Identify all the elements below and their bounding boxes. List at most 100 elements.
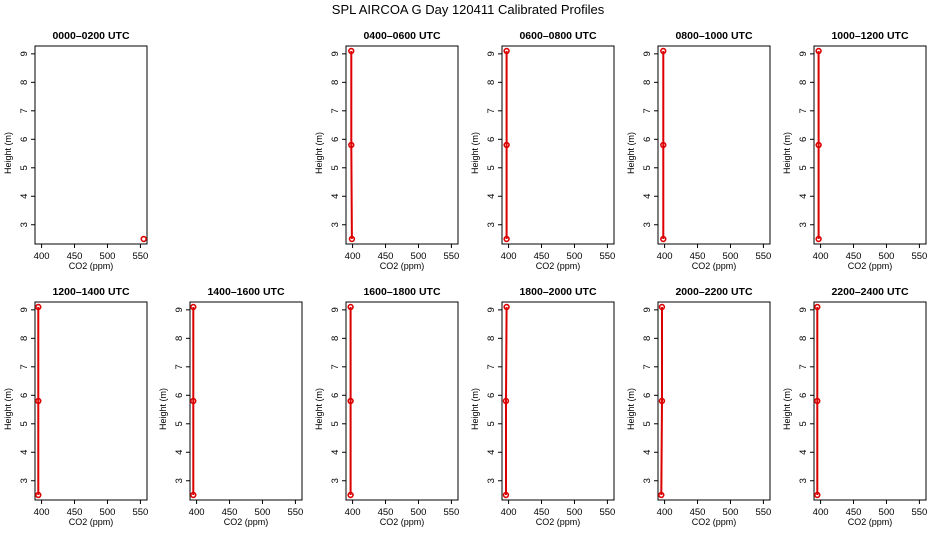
y-tick-label: 6 <box>798 137 809 142</box>
data-point <box>815 47 822 55</box>
x-tick-label: 450 <box>846 251 862 262</box>
y-tick-label: 7 <box>174 364 185 369</box>
y-tick-label: 3 <box>642 222 653 227</box>
y-tick-label: 4 <box>486 450 497 455</box>
y-tick-label: 7 <box>642 108 653 113</box>
y-tick-label: 6 <box>486 393 497 398</box>
chart-panel: 1800–2000 UTC 400 450 500 550 3 4 5 6 7 8 9 CO2 (ppm… <box>470 286 615 527</box>
plot-frame <box>345 301 459 501</box>
chart-panel: 1000–1200 UTC 400 450 500 550 3 4 5 6 7 8 9 CO2 (ppm… <box>782 30 927 271</box>
x-tick-label: 550 <box>599 507 615 518</box>
y-tick-label: 4 <box>486 194 497 199</box>
y-tick-label: 9 <box>174 307 185 312</box>
y-tick-label: 4 <box>642 450 653 455</box>
plot-frame <box>813 45 927 245</box>
chart-panel: 2200–2400 UTC 400 450 500 550 3 4 5 6 7 8 9 CO2 (ppm… <box>782 286 927 527</box>
y-tick-label: 9 <box>642 307 653 312</box>
x-tick-label: 500 <box>879 507 895 518</box>
y-tick-label: 5 <box>19 165 30 170</box>
y-tick-label: 6 <box>19 393 30 398</box>
plot-frame <box>189 301 303 501</box>
y-tick-label: 6 <box>798 393 809 398</box>
data-point <box>815 141 822 149</box>
data-point <box>658 303 666 311</box>
data-point <box>814 397 821 405</box>
y-tick-label: 5 <box>642 165 653 170</box>
x-tick-label: 400 <box>813 251 829 262</box>
x-tick-label: 550 <box>911 251 927 262</box>
y-tick-label: 3 <box>330 222 341 227</box>
data-point <box>814 303 821 311</box>
x-tick-label: 550 <box>132 507 148 518</box>
x-tick-label: 450 <box>690 507 706 518</box>
x-tick-label: 550 <box>287 507 303 518</box>
y-tick-label: 9 <box>486 307 497 312</box>
plot-frame <box>34 301 148 501</box>
data-point <box>190 303 197 311</box>
y-axis-label: Height (m) <box>626 132 636 174</box>
y-axis-label: Height (m) <box>3 132 13 174</box>
x-tick-label: 500 <box>567 507 583 518</box>
plot-frame <box>813 301 927 501</box>
data-point <box>815 235 822 243</box>
y-tick-label: 9 <box>330 51 341 56</box>
data-point <box>503 235 510 243</box>
y-tick-label: 7 <box>486 364 497 369</box>
panel-title: 0800–1000 UTC <box>675 30 752 42</box>
data-point <box>503 141 510 149</box>
y-tick-label: 8 <box>330 336 341 341</box>
x-tick-label: 450 <box>690 251 706 262</box>
data-point <box>347 491 354 499</box>
x-tick-label: 400 <box>501 507 517 518</box>
x-axis-label: CO2 (ppm) <box>692 261 737 271</box>
plot-frame <box>657 45 771 245</box>
y-tick-label: 7 <box>19 364 30 369</box>
panels: 0000–0200 UTC 400 450 500 550 3 4 5 6 7 8 9 CO2 (ppm… <box>3 30 927 527</box>
y-tick-label: 8 <box>19 336 30 341</box>
y-axis-label: Height (m) <box>470 132 480 174</box>
data-point <box>190 491 197 499</box>
y-axis-label: Height (m) <box>314 388 324 430</box>
data-point <box>35 303 42 311</box>
x-tick-label: 400 <box>813 507 829 518</box>
x-tick-label: 550 <box>599 251 615 262</box>
panel-title: 2000–2200 UTC <box>675 286 752 298</box>
y-tick-label: 7 <box>330 108 341 113</box>
y-tick-label: 8 <box>486 80 497 85</box>
y-tick-label: 9 <box>798 51 809 56</box>
data-point <box>348 235 356 243</box>
data-point <box>503 47 510 55</box>
y-tick-label: 5 <box>486 165 497 170</box>
profile-line <box>505 306 508 495</box>
x-tick-label: 450 <box>846 507 862 518</box>
y-axis-label: Height (m) <box>158 388 168 430</box>
x-tick-label: 450 <box>67 251 83 262</box>
data-point <box>502 397 510 405</box>
data-point <box>35 397 42 405</box>
y-tick-label: 5 <box>330 165 341 170</box>
data-point <box>660 235 667 243</box>
data-point <box>140 235 147 243</box>
y-tick-label: 8 <box>19 80 30 85</box>
y-tick-label: 5 <box>798 421 809 426</box>
chart-panel: 0600–0800 UTC 400 450 500 550 3 4 5 6 7 8 9 CO2 (ppm… <box>470 30 615 271</box>
x-tick-label: 550 <box>443 251 459 262</box>
x-axis-label: CO2 (ppm) <box>380 261 425 271</box>
y-tick-label: 3 <box>798 222 809 227</box>
plot-frame <box>657 301 771 501</box>
figure-title: SPL AIRCOA G Day 120411 Calibrated Profi… <box>332 2 605 17</box>
y-tick-label: 4 <box>19 450 30 455</box>
panel-title: 0000–0200 UTC <box>52 30 129 42</box>
x-tick-label: 550 <box>755 507 771 518</box>
y-tick-label: 4 <box>798 450 809 455</box>
profile-line <box>350 51 353 240</box>
data-point <box>348 47 355 55</box>
x-tick-label: 400 <box>345 507 361 518</box>
x-axis-label: CO2 (ppm) <box>380 517 425 527</box>
y-tick-label: 9 <box>330 307 341 312</box>
y-axis-label: Height (m) <box>314 132 324 174</box>
y-tick-label: 4 <box>642 194 653 199</box>
y-tick-label: 6 <box>642 137 653 142</box>
y-tick-label: 7 <box>330 364 341 369</box>
